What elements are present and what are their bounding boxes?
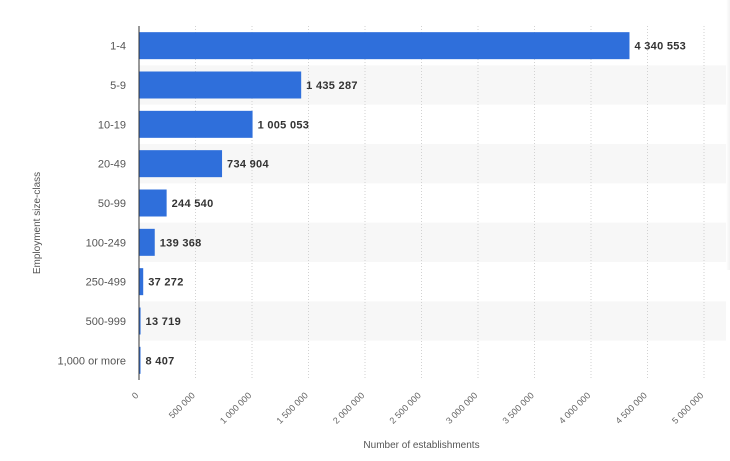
x-tick-label: 4 500 000 bbox=[614, 390, 649, 425]
value-label: 1 005 053 bbox=[258, 119, 310, 131]
category-labels: 1-4 5-9 10-19 20-49 50-99 100-249 250-499 500-9… bbox=[58, 41, 126, 368]
bars bbox=[139, 32, 630, 374]
category-label: 100-249 bbox=[86, 237, 126, 249]
value-label: 139 368 bbox=[160, 237, 202, 249]
row-bands bbox=[139, 65, 726, 341]
category-label: 50-99 bbox=[98, 198, 126, 210]
category-label: 1,000 or more bbox=[58, 355, 126, 367]
bar[interactable] bbox=[139, 228, 155, 256]
panel-edge-shadow bbox=[726, 0, 730, 270]
category-label: 250-499 bbox=[86, 277, 126, 289]
category-label: 20-49 bbox=[98, 159, 126, 171]
x-tick-label: 5 000 000 bbox=[670, 390, 705, 425]
category-label: 5-9 bbox=[110, 80, 126, 92]
x-tick-label: 3 000 000 bbox=[444, 390, 479, 425]
row-band bbox=[139, 144, 726, 184]
category-label: 10-19 bbox=[98, 119, 126, 131]
x-tick-label: 0 bbox=[130, 390, 141, 401]
bar[interactable] bbox=[139, 71, 302, 99]
bar[interactable] bbox=[139, 189, 167, 217]
x-tick-label: 2 500 000 bbox=[388, 390, 423, 425]
value-label: 13 719 bbox=[146, 316, 181, 328]
x-tick-label: 500 000 bbox=[167, 390, 197, 420]
gridlines bbox=[195, 26, 705, 380]
bar[interactable] bbox=[139, 346, 141, 374]
bar[interactable] bbox=[139, 32, 630, 60]
x-tick-label: 1 500 000 bbox=[275, 390, 310, 425]
x-tick-label: 2 000 000 bbox=[331, 390, 366, 425]
x-tick-label: 4 000 000 bbox=[557, 390, 592, 425]
row-band bbox=[139, 301, 726, 341]
x-tick-label: 3 500 000 bbox=[501, 390, 536, 425]
value-label: 244 540 bbox=[172, 198, 214, 210]
value-label: 8 407 bbox=[146, 355, 175, 367]
row-band bbox=[139, 222, 726, 262]
x-axis-title: Number of establishments bbox=[363, 440, 479, 451]
value-label: 4 340 553 bbox=[634, 41, 686, 53]
x-tick-labels: 0 500 000 1 000 000 1 500 000 2 000 000 2 500… bbox=[130, 390, 706, 425]
category-label: 500-999 bbox=[86, 316, 126, 328]
category-label: 1-4 bbox=[110, 41, 126, 53]
value-label: 37 272 bbox=[148, 277, 183, 289]
bar[interactable] bbox=[139, 110, 253, 138]
bar[interactable] bbox=[139, 268, 144, 296]
value-label: 734 904 bbox=[227, 159, 269, 171]
bar[interactable] bbox=[139, 150, 223, 178]
value-label: 1 435 287 bbox=[306, 80, 358, 92]
x-tick-label: 1 000 000 bbox=[218, 390, 253, 425]
bar[interactable] bbox=[139, 307, 141, 335]
y-axis-title: Employment size-class bbox=[32, 172, 43, 274]
value-labels: 4 340 553 1 435 287 1 005 053 734 904 244 54… bbox=[146, 41, 686, 368]
